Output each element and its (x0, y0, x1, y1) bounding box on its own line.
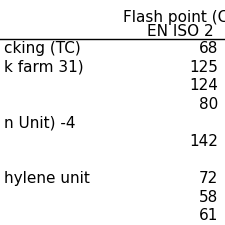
Text: n Unit) -4: n Unit) -4 (4, 115, 76, 130)
Text: 80: 80 (199, 97, 218, 112)
Text: 68: 68 (199, 41, 218, 56)
Text: Flash point (CP: Flash point (CP (123, 10, 225, 25)
Text: cking (TC): cking (TC) (4, 41, 81, 56)
Text: 72: 72 (199, 171, 218, 186)
Text: 125: 125 (189, 60, 218, 75)
Text: hylene unit: hylene unit (4, 171, 90, 186)
Text: 61: 61 (199, 208, 218, 223)
Text: EN ISO 2: EN ISO 2 (147, 24, 213, 39)
Text: 58: 58 (199, 190, 218, 205)
Text: 142: 142 (189, 134, 218, 149)
Text: k farm 31): k farm 31) (4, 60, 84, 75)
Text: 124: 124 (189, 78, 218, 93)
